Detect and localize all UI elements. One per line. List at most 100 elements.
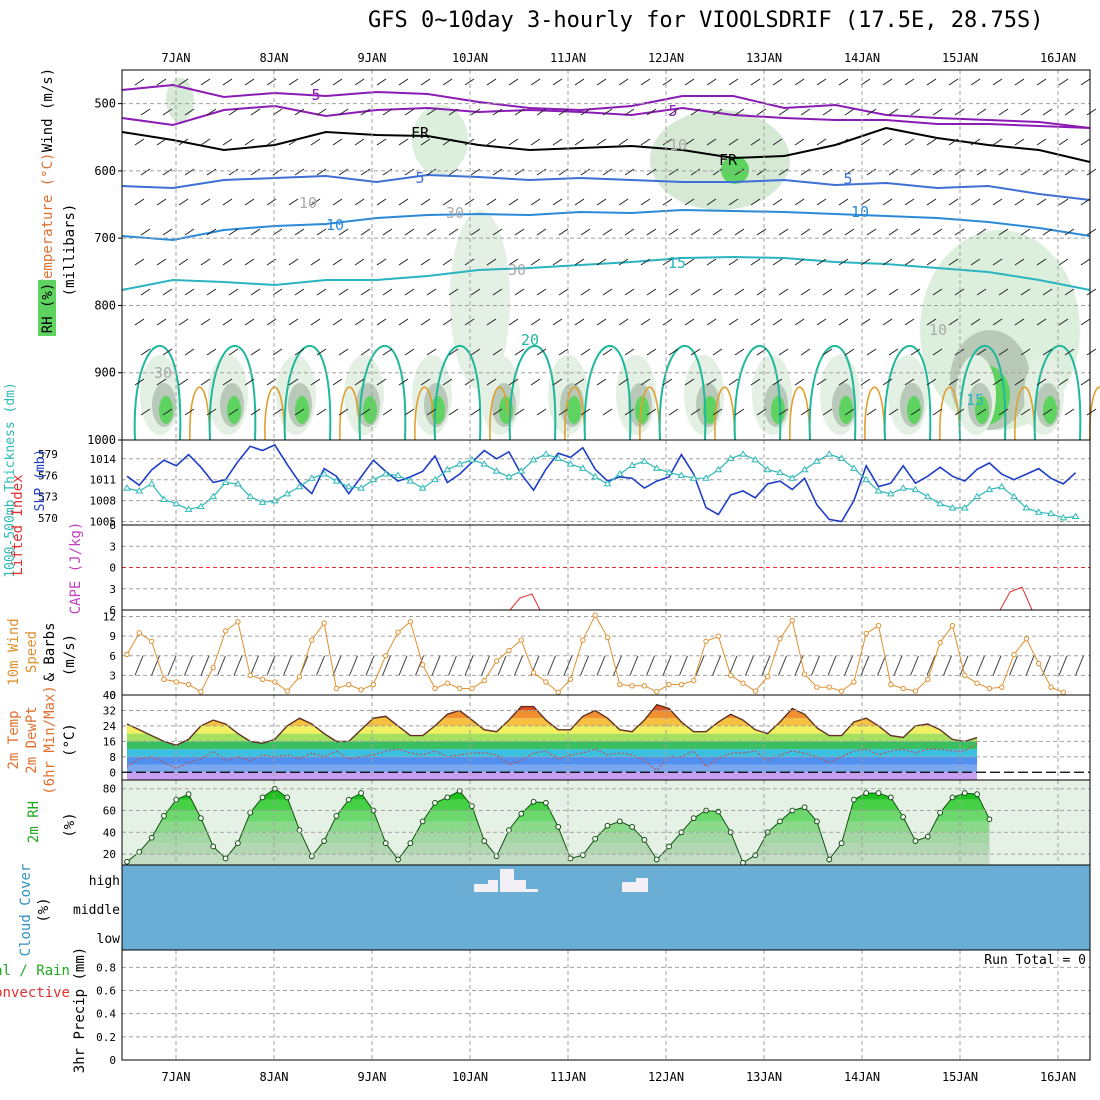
rh-marker [321,838,328,844]
upper-wind-barb [690,348,701,356]
wind-speed-marker [1035,660,1042,667]
upper-wind-barb [1036,258,1047,266]
upper-wind-barb [926,318,937,326]
surface-wind-barb [712,655,721,676]
upper-wind-barb [734,108,745,116]
upper-wind-barb [184,228,195,236]
x-tick-label-bottom: 11JAN [550,1070,586,1084]
upper-wind-barb [250,108,261,116]
upper-wind-barb [750,78,761,86]
upper-wind-barb [706,258,717,266]
rh-marker [222,855,229,862]
upper-wind-barb [486,78,497,86]
upper-wind-barb [778,108,789,116]
dewpt-axis-label: 2m DewPt [24,706,40,773]
thickness-marker [197,502,205,510]
wind-tick-label: 9 [109,630,116,643]
upper-wind-barb [1064,228,1075,236]
wind-speed-marker [309,637,315,643]
slp-line [126,443,1077,523]
rh-marker [579,852,586,859]
upper-wind-barb [684,318,695,326]
upper-wind-barb [1042,408,1053,416]
temp-tick-label: 32 [103,704,116,717]
upper-wind-barb [750,198,761,206]
upper-wind-barb [948,318,959,326]
rh-marker [641,837,648,843]
upper-wind-barb [816,318,827,326]
contour-label: 5 [668,102,677,120]
upper-wind-barb [492,168,503,176]
temp-contour-25 [189,386,211,441]
upper-wind-barb [448,228,459,236]
precip-panel-frame [121,949,1091,1061]
upper-wind-barb [728,198,739,206]
upper-wind-barb [530,78,541,86]
upper-wind-barb [338,288,349,296]
upper-wind-barb [508,78,519,86]
upper-wind-barb [316,228,327,236]
upper-wind-barb [1020,288,1031,296]
thickness-marker [381,470,390,477]
upper-wind-barb [294,108,305,116]
upper-wind-barb [332,378,343,386]
upper-wind-barb [618,258,629,266]
upper-wind-barb [514,288,525,296]
upper-wind-barb [1036,78,1047,86]
upper-wind-barb [1036,318,1047,326]
upper-wind-barb [822,348,833,356]
thickness-marker [763,465,772,473]
upper-wind-barb [706,318,717,326]
surface-wind-barb [992,655,1002,676]
wind-speed-marker [752,688,759,694]
upper-wind-barb [602,228,613,236]
upper-wind-barb [1014,138,1025,146]
x-tick-label-top: 7JAN [162,51,191,65]
wind-speed-marker [333,685,340,692]
upper-wind-barb [448,408,459,416]
upper-wind-barb [1086,408,1097,416]
contour-label: 30 [446,204,464,222]
upper-wind-barb [794,258,805,266]
upper-wind-barb [794,198,805,206]
thickness-marker [1034,508,1043,515]
upper-wind-barb [910,348,921,356]
upper-wind-barb [888,228,899,236]
upper-wind-barb [1036,378,1047,386]
upper-wind-barb [536,348,547,356]
wind-speed-marker [740,680,746,686]
rh-tick-label: 20 [103,848,116,861]
upper-wind-barb [646,288,657,296]
temp-contour-25 [789,386,811,441]
wind-speed-marker [173,679,179,685]
upper-wind-barb [470,108,481,116]
upper-wind-barb [668,288,679,296]
upper-wind-barb [712,228,723,236]
upper-wind-barb [426,348,437,356]
upper-wind-barb [794,318,805,326]
surface-wind-barb [151,655,160,676]
upper-wind-barb [200,318,211,326]
contour-label: 30 [154,364,172,382]
contour-label: 20 [521,331,539,349]
upper-wind-barb [1042,348,1053,356]
upper-wind-barb [602,108,613,116]
rh-band [127,854,990,865]
surface-wind-barb [926,655,936,676]
upper-wind-barb [838,78,849,86]
upper-wind-barb [426,288,437,296]
wind-speed-marker [321,620,327,626]
temp-contour-20 [433,345,482,441]
rh-marker [949,794,956,801]
x-tick-label-top: 16JAN [1040,51,1076,65]
temp-band [127,704,978,711]
upper-wind-barb [536,108,547,116]
wind-panel-frame [121,609,1091,696]
thickness-tick-label: 573 [38,491,58,504]
upper-wind-barb [404,348,415,356]
upper-wind-barb [640,198,651,206]
upper-wind-barb [800,408,811,416]
upper-wind-barb [690,288,701,296]
rh-legend-swatch [38,280,56,336]
temp-contour-25 [939,386,961,441]
